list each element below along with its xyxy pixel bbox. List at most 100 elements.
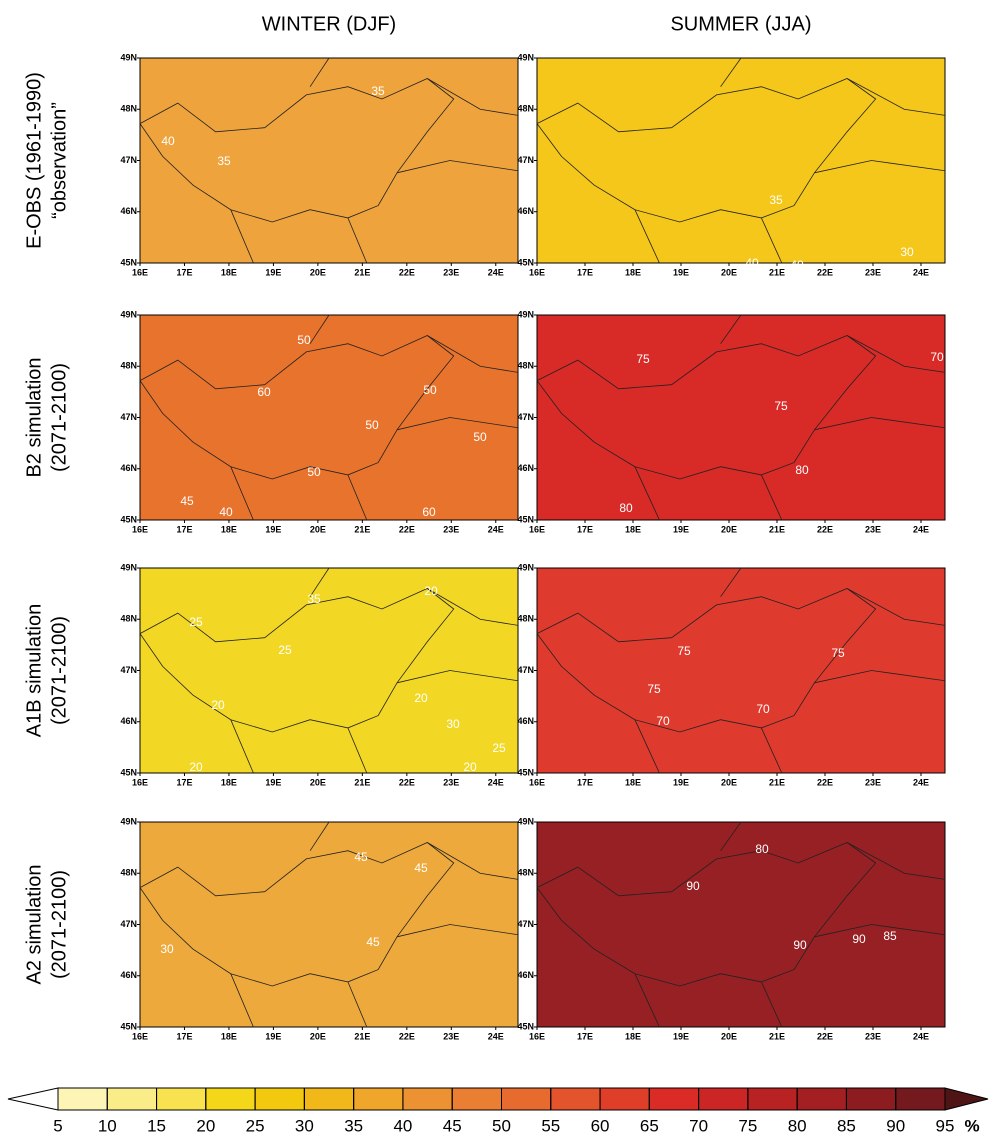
lat-label: 48N bbox=[120, 868, 137, 878]
lon-label: 24E bbox=[488, 267, 504, 277]
lat-label: 49N bbox=[517, 816, 534, 826]
column-title: SUMMER (JJA) bbox=[670, 13, 811, 35]
lat-label: 46N bbox=[517, 970, 534, 980]
colorbar-label: 85 bbox=[837, 1116, 856, 1135]
colorbar-box bbox=[747, 1087, 798, 1111]
contour-label: 60 bbox=[257, 385, 271, 399]
lon-label: 22E bbox=[399, 777, 415, 787]
lat-label: 46N bbox=[517, 716, 534, 726]
lon-label: 22E bbox=[817, 524, 833, 534]
lat-label: 47N bbox=[120, 665, 137, 675]
contour-label: 25 bbox=[189, 615, 203, 629]
lon-label: 18E bbox=[221, 777, 237, 787]
lon-label: 24E bbox=[488, 777, 504, 787]
lon-label: 18E bbox=[221, 524, 237, 534]
country-border bbox=[761, 474, 783, 521]
lat-label: 46N bbox=[517, 463, 534, 473]
row-label-line: E-OBS (1961-1990) bbox=[23, 72, 45, 249]
lat-label: 45N bbox=[120, 257, 137, 267]
lon-label: 19E bbox=[265, 1031, 281, 1041]
country-border bbox=[230, 209, 254, 264]
lon-label: 17E bbox=[577, 1031, 593, 1041]
contour-label: 50 bbox=[365, 418, 379, 432]
contour-label: 70 bbox=[756, 702, 770, 716]
country-border bbox=[347, 474, 368, 521]
colorbar-box bbox=[550, 1087, 601, 1111]
lon-label: 20E bbox=[310, 267, 326, 277]
lon-label: 18E bbox=[625, 777, 641, 787]
colorbar-label: 5 bbox=[53, 1116, 62, 1135]
row-label-line: (2071-2100) bbox=[48, 363, 70, 472]
lon-label: 22E bbox=[399, 267, 415, 277]
lat-label: 48N bbox=[120, 104, 137, 114]
lon-label: 22E bbox=[399, 524, 415, 534]
lon-label: 17E bbox=[176, 267, 192, 277]
lon-label: 16E bbox=[132, 267, 148, 277]
lon-label: 16E bbox=[132, 777, 148, 787]
lon-label: 24E bbox=[488, 1031, 504, 1041]
country-border bbox=[761, 727, 783, 774]
lat-label: 46N bbox=[120, 463, 137, 473]
colorbar-box bbox=[501, 1087, 552, 1111]
lon-label: 23E bbox=[443, 524, 459, 534]
contour-label: 40 bbox=[161, 134, 175, 148]
contour-label: 45 bbox=[180, 494, 194, 508]
contour-label: 45 bbox=[354, 850, 368, 864]
contour-label: 60 bbox=[422, 505, 436, 519]
lat-label: 49N bbox=[120, 816, 137, 826]
lat-label: 47N bbox=[517, 665, 534, 675]
contour-label: 20 bbox=[211, 698, 225, 712]
lon-label: 23E bbox=[865, 524, 881, 534]
country-border bbox=[846, 588, 946, 626]
lon-label: 17E bbox=[176, 777, 192, 787]
colorbar-box bbox=[402, 1087, 453, 1111]
row-label: A2 simulation (2071-2100) bbox=[23, 864, 70, 984]
country-border bbox=[230, 973, 254, 1028]
lon-label: 18E bbox=[221, 1031, 237, 1041]
country-border bbox=[761, 981, 783, 1028]
lon-label: 19E bbox=[673, 524, 689, 534]
colorbar-box bbox=[205, 1087, 256, 1111]
lon-label: 18E bbox=[625, 267, 641, 277]
lon-label: 19E bbox=[265, 267, 281, 277]
lon-label: 24E bbox=[913, 267, 929, 277]
lon-label: 21E bbox=[354, 777, 370, 787]
country-border bbox=[846, 335, 946, 373]
lon-label: 20E bbox=[310, 524, 326, 534]
country-border bbox=[846, 78, 946, 116]
lon-label: 17E bbox=[577, 777, 593, 787]
country-border bbox=[814, 417, 946, 431]
lat-label: 47N bbox=[120, 412, 137, 422]
colorbar-label: 15 bbox=[147, 1116, 166, 1135]
country-border bbox=[230, 719, 254, 774]
lat-label: 45N bbox=[120, 1021, 137, 1031]
map-panel bbox=[536, 567, 946, 774]
lon-label: 16E bbox=[132, 1031, 148, 1041]
lon-label: 19E bbox=[265, 524, 281, 534]
country-border bbox=[634, 973, 660, 1028]
row-label-line: B2 simulation bbox=[23, 357, 45, 477]
lon-label: 21E bbox=[354, 267, 370, 277]
contour-label: 20 bbox=[189, 760, 203, 774]
contour-label: 80 bbox=[795, 463, 809, 477]
country-border bbox=[396, 160, 519, 174]
contour-label: 25 bbox=[492, 741, 506, 755]
contour-label: 75 bbox=[677, 644, 691, 658]
country-border bbox=[427, 842, 519, 880]
lat-label: 48N bbox=[120, 361, 137, 371]
map-panel bbox=[536, 821, 946, 1028]
country-border bbox=[309, 821, 330, 851]
country-border bbox=[427, 335, 519, 373]
contour-label: 90 bbox=[686, 879, 700, 893]
colorbar-box bbox=[106, 1087, 158, 1111]
contour-label: 40 bbox=[790, 258, 804, 272]
contour-label: 75 bbox=[647, 682, 661, 696]
lon-label: 17E bbox=[577, 524, 593, 534]
colorbar-box bbox=[57, 1087, 108, 1111]
lat-label: 48N bbox=[517, 104, 534, 114]
row-label: E-OBS (1961-1990) “observation” bbox=[23, 72, 70, 249]
country-border bbox=[814, 924, 946, 938]
contour-label: 90 bbox=[793, 938, 807, 952]
lon-label: 23E bbox=[865, 777, 881, 787]
colorbar-label: 90 bbox=[886, 1116, 905, 1135]
